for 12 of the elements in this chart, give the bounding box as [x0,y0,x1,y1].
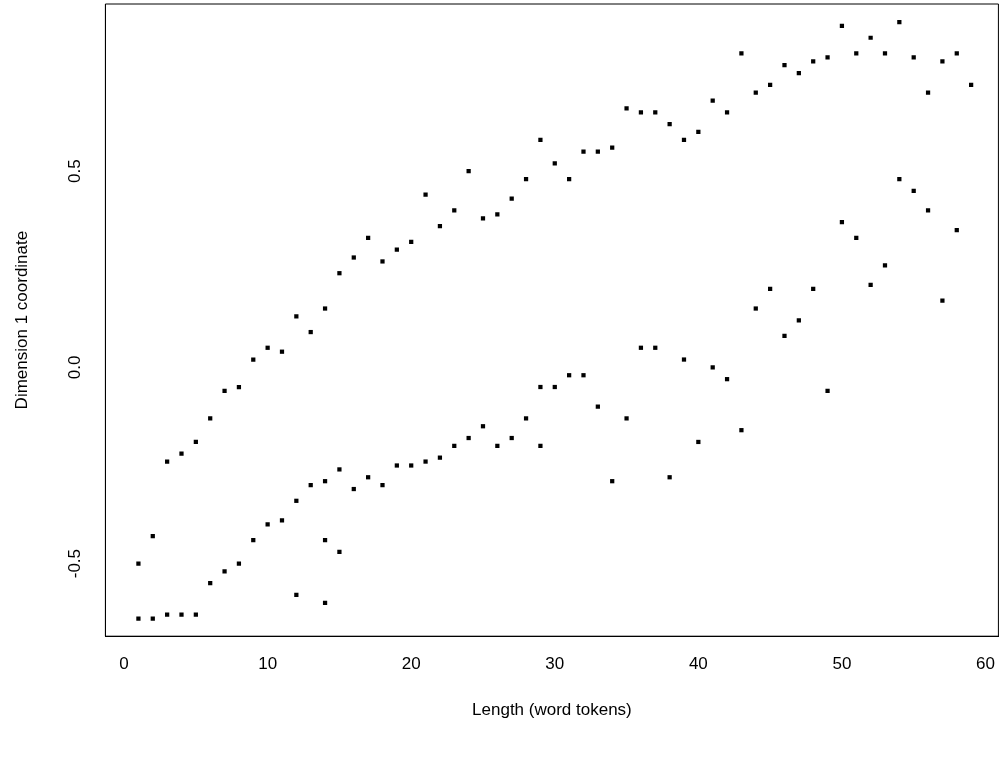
y-tick-label: 0.0 [65,355,85,380]
x-tick-label: 20 [401,654,421,674]
x-tick-label: 50 [832,654,852,674]
y-axis-title: Dimension 1 coordinate [11,230,31,410]
x-axis-title: Length (word tokens) [472,700,632,720]
x-tick-label: 60 [976,654,995,674]
y-tick-label: -0.5 [65,548,85,579]
x-tick-label: 40 [688,654,708,674]
x-tick-label: 0 [119,654,129,674]
x-tick-label: 30 [545,654,565,674]
y-tick-label: 0.5 [65,159,85,183]
x-tick-label: 10 [258,654,278,674]
